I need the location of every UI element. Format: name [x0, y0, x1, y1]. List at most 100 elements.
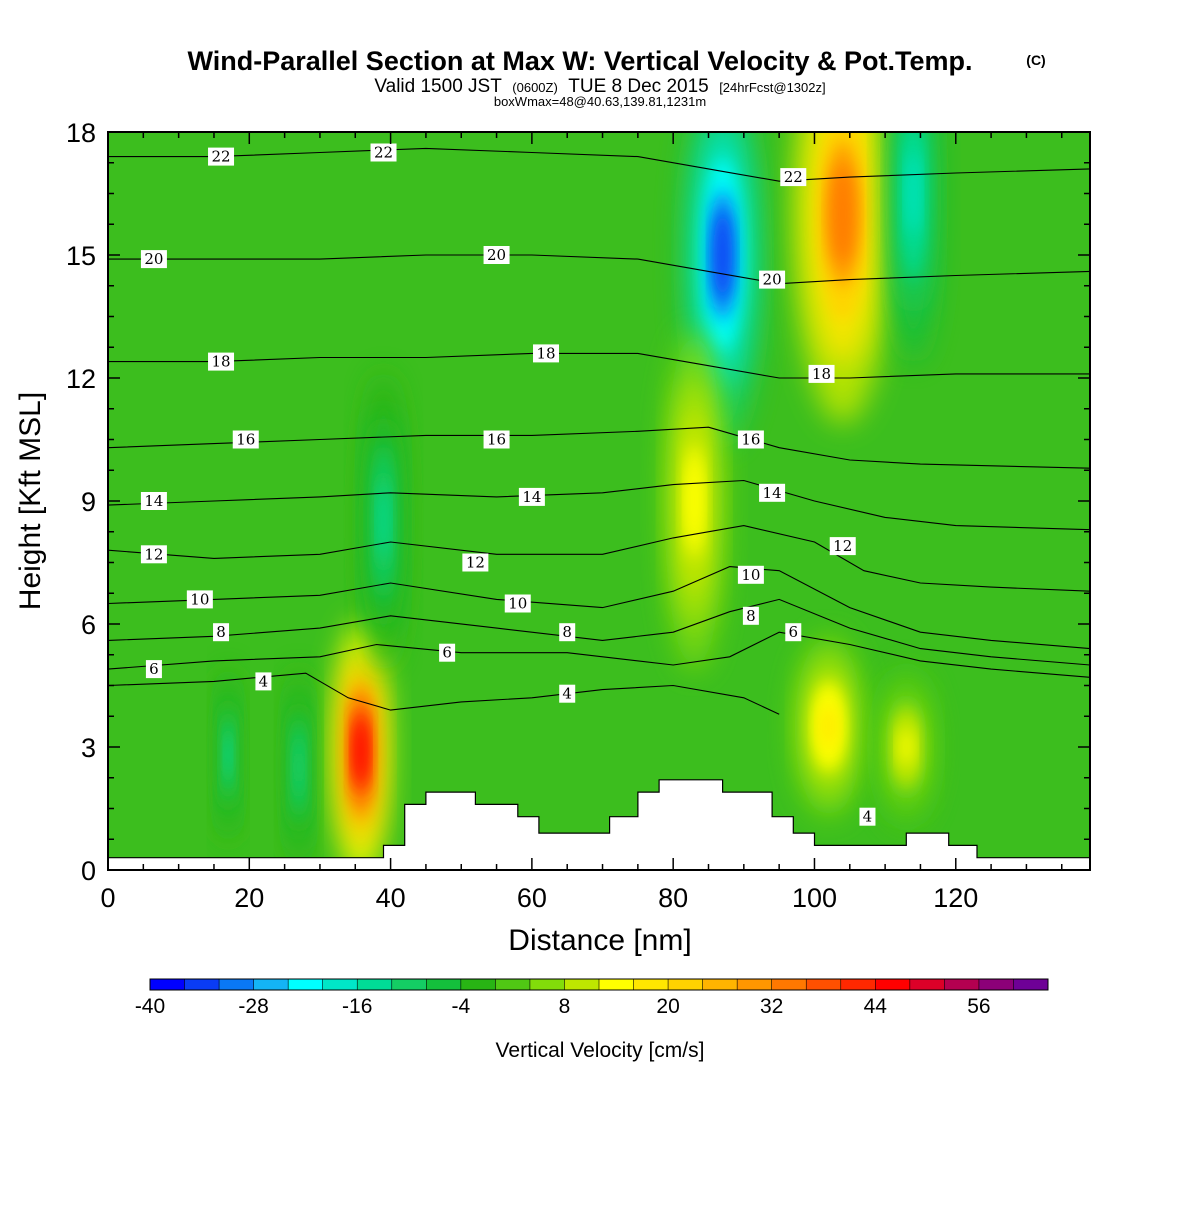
- colorbar-swatch: [357, 979, 393, 990]
- contour-label-box: [232, 430, 259, 449]
- x-tick-label: 60: [517, 883, 547, 913]
- contour-label-text: 4: [562, 685, 572, 703]
- contour-label-text: 20: [763, 271, 782, 289]
- plot-area: 22 22 22 20 20 20 18 18 18 16 16 16 14 14 14 12 12 12 10 10…: [108, 132, 1090, 870]
- contour-label: 12: [462, 553, 489, 572]
- contour-label-box: [829, 537, 856, 556]
- contour-label-box: [483, 430, 510, 449]
- contour-label-box: [737, 565, 764, 584]
- x-axis-label: Distance [nm]: [508, 924, 691, 957]
- colorbar-tick-label: -28: [238, 995, 268, 1018]
- contour-label: 8: [742, 606, 759, 625]
- contour-label-text: 18: [812, 365, 831, 383]
- contour-label: 4: [255, 672, 272, 691]
- contour-label: 20: [140, 250, 167, 269]
- colorbar-swatch: [978, 979, 1014, 990]
- colorbar-tick-label: -16: [342, 995, 372, 1018]
- contour-label-text: 20: [144, 250, 163, 268]
- contour-label-box: [483, 246, 510, 264]
- contour-labels: 22 22 22 20 20 20 18 18 18 16 16 16 14 14 14 12 12 12 10 10…: [140, 143, 876, 826]
- contour-label-text: 14: [763, 484, 782, 502]
- colorbar-swatch: [599, 979, 635, 990]
- colorbar-swatch: [840, 979, 876, 990]
- contour-label-text: 22: [374, 144, 393, 162]
- colorbar-tick-label: 8: [559, 995, 571, 1018]
- contour-label-text: 12: [833, 537, 852, 555]
- contour-label: 14: [518, 487, 545, 506]
- velocity-cell: [687, 460, 702, 542]
- colorbar-tick-label: 20: [656, 995, 679, 1018]
- velocity-cell: [820, 705, 837, 748]
- contour-label: 16: [232, 430, 259, 449]
- colorbar-swatch: [806, 979, 842, 990]
- contour-label: 10: [504, 594, 531, 613]
- contour-label-text: 22: [211, 148, 230, 166]
- contour-label: 14: [140, 492, 167, 510]
- contour-label-box: [759, 270, 786, 289]
- contour-label: 8: [213, 623, 230, 642]
- colorbar-swatch: [219, 979, 255, 990]
- theta-contour-10: [108, 566, 1090, 650]
- velocity-cell: [713, 209, 733, 301]
- velocity-cell: [354, 720, 368, 782]
- x-tick-label: 80: [658, 883, 688, 913]
- colorbar-tick-label: 44: [864, 995, 888, 1018]
- velocity-cell: [295, 743, 303, 792]
- contour-label-box: [808, 364, 835, 383]
- contour-label-text: 14: [522, 488, 541, 506]
- contour-label-box: [859, 807, 876, 826]
- contour-label-text: 14: [144, 492, 163, 510]
- terrain-shape: [108, 779, 1090, 870]
- theta-contour-22: [108, 147, 1090, 182]
- velocity-cell: [907, 153, 920, 234]
- theta-contour-6: [108, 631, 1090, 678]
- y-tick-label: 18: [66, 118, 96, 148]
- contour-label: 16: [737, 430, 764, 449]
- contour-label: 6: [439, 643, 456, 662]
- x-tick-label: 40: [376, 883, 406, 913]
- valid-line: Valid 1500 JST (0600Z) TUE 8 Dec 2015 [2…: [374, 76, 825, 97]
- contour-label-text: 12: [144, 545, 163, 563]
- contour-label-text: 12: [466, 554, 485, 572]
- contour-label-box: [742, 606, 759, 625]
- velocity-cell: [378, 485, 389, 558]
- contour-label-box: [213, 623, 230, 642]
- contour-label-text: 10: [741, 566, 760, 584]
- colorbar-tick-label: 56: [967, 995, 990, 1018]
- contour-label: 10: [737, 565, 764, 584]
- terrain: [108, 779, 1090, 870]
- chart-title: Wind-Parallel Section at Max W: Vertical…: [188, 46, 973, 76]
- theta-contour-12: [108, 525, 1090, 592]
- contour-label: 20: [483, 246, 510, 264]
- y-tick-label: 3: [81, 733, 96, 763]
- velocity-field: [216, 132, 940, 870]
- valid-utc: (0600Z): [512, 80, 558, 95]
- contour-label-text: 8: [562, 623, 572, 641]
- contour-label-box: [439, 643, 456, 662]
- contour-label-box: [559, 684, 576, 703]
- colorbar-swatch: [668, 979, 704, 990]
- contour-label-box: [208, 352, 235, 371]
- contour-label: 4: [559, 684, 576, 703]
- valid-date: TUE 8 Dec 2015: [568, 76, 708, 97]
- x-tick-label: 100: [792, 883, 837, 913]
- contour-label-box: [737, 430, 764, 449]
- contour-label-text: 16: [236, 431, 255, 449]
- box-info: boxWmax=48@40.63,139.81,1231m: [494, 94, 706, 109]
- colorbar-swatch: [737, 979, 773, 990]
- colorbar-swatch: [391, 979, 427, 990]
- theta-contours: [108, 147, 1090, 715]
- contour-label-text: 22: [784, 168, 803, 186]
- contour-label: 8: [559, 623, 576, 642]
- contour-label: 22: [370, 143, 397, 162]
- contour-label-text: 4: [863, 808, 873, 826]
- y-tick-label: 6: [81, 610, 96, 640]
- valid-prefix: Valid 1500 JST: [374, 76, 502, 97]
- contour-label-box: [370, 143, 397, 162]
- x-tick-label: 0: [100, 883, 115, 913]
- field-background: [108, 132, 1090, 870]
- contour-label: 18: [808, 364, 835, 383]
- velocity-cell: [899, 728, 914, 766]
- contour-label-box: [145, 660, 162, 679]
